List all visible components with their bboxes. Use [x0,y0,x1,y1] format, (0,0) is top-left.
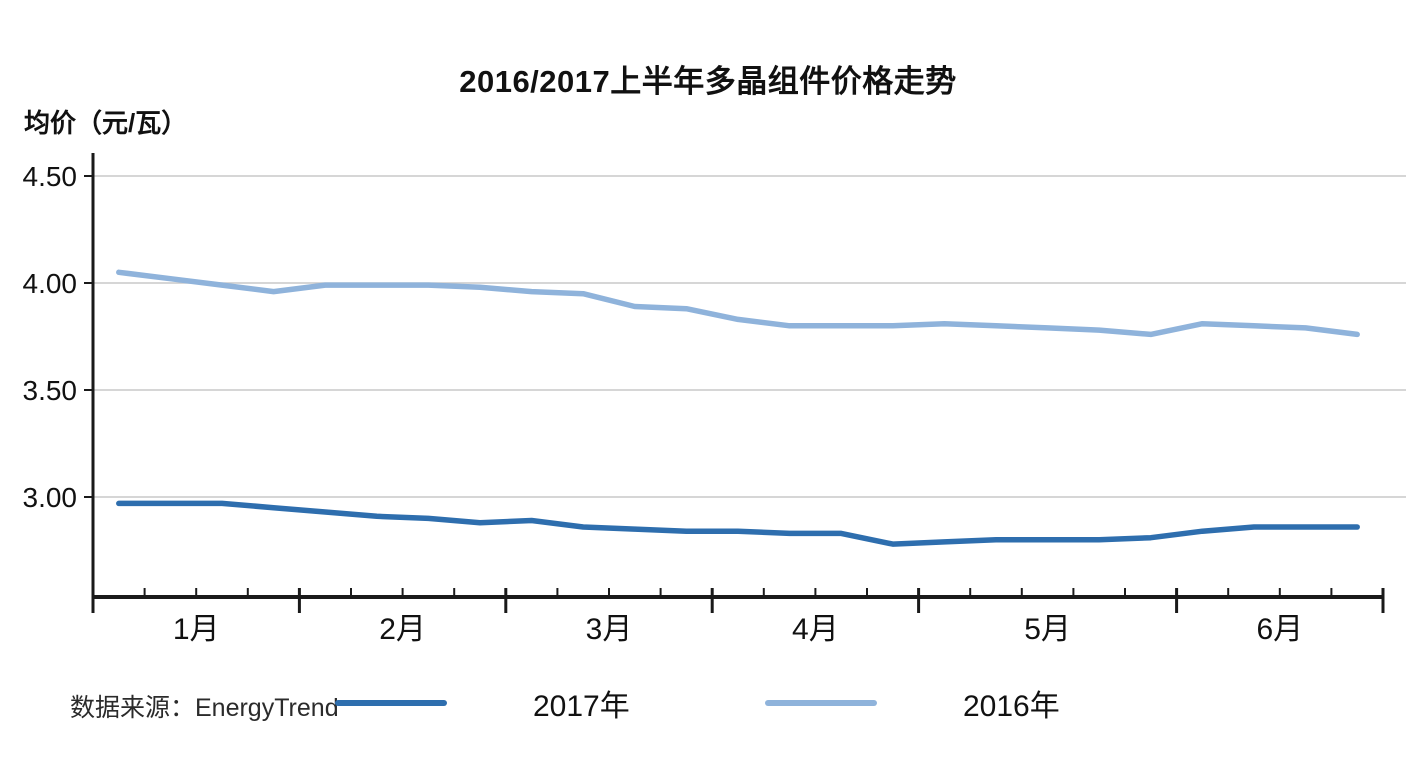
series-line-2017年 [116,500,1360,547]
x-month-label: 6月 [1256,613,1303,646]
data-source-note: 数据来源：EnergyTrend [70,694,339,722]
legend-line-swatch-2017 [335,700,447,706]
y-tick-label: 4.00 [23,268,78,299]
legend-label-2017: 2017年 [533,690,630,723]
chart-title: 2016/2017上半年多晶组件价格走势 [459,64,957,99]
legend-line-swatch-2016 [765,700,877,706]
x-month-label: 2月 [379,613,426,646]
x-month-label: 5月 [1024,613,1071,646]
y-tick-label: 3.50 [23,375,78,406]
legend-label-2016: 2016年 [963,690,1060,723]
x-month-label: 1月 [173,613,220,646]
legend-item-2017: 2017年 [335,684,630,723]
x-month-label: 4月 [792,613,839,646]
series-line-2016年 [116,269,1360,338]
y-tick-label: 3.00 [23,482,78,513]
y-tick-label: 4.50 [23,161,78,192]
price-trend-line-chart: 4.50 4.00 3.50 3.00 1月 2月 3月 4月 5月 6月 [23,153,1406,646]
legend-item-2016: 2016年 [765,684,1060,723]
y-axis-title: 均价（元/瓦） [24,108,188,138]
x-month-label: 3月 [586,613,633,646]
